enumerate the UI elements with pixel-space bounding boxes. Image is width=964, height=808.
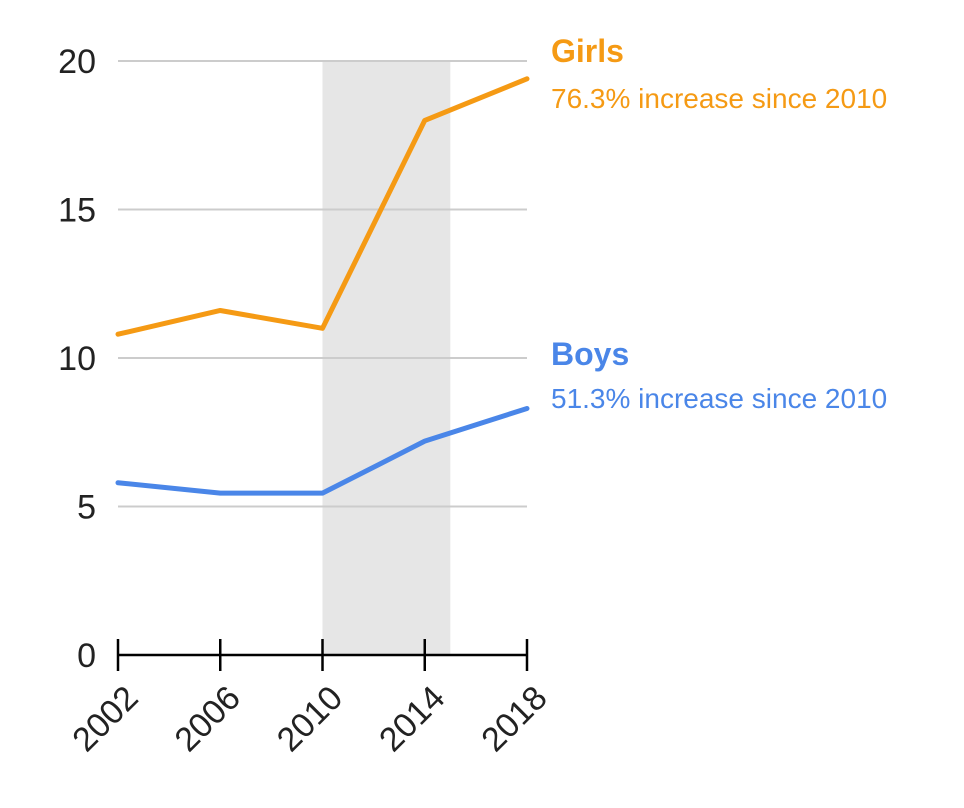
series-lines [115,76,530,496]
series-name-girls: Girls [551,33,624,69]
y-tick-label: 20 [58,43,96,81]
y-tick-label: 10 [58,340,96,378]
series-note-boys: 51.3% increase since 2010 [551,383,887,414]
series-line-boys [115,405,530,496]
gridlines [118,60,527,508]
y-tick-labels: 0 5 10 15 20 [58,43,96,675]
y-tick-label: 0 [77,637,96,675]
x-tick-label: 2018 [474,679,554,759]
x-tick-label: 2010 [270,679,350,759]
y-tick-label: 15 [58,192,96,230]
x-tick-label: 2002 [65,679,145,759]
series-note-girls: 76.3% increase since 2010 [551,83,887,114]
series-line-girls [115,76,530,337]
series-labels: Girls 76.3% increase since 2010 Boys 51.3% … [551,33,887,414]
y-tick-label: 5 [77,489,96,527]
x-tick-label: 2006 [168,679,248,759]
x-tick-label: 2014 [372,679,452,759]
x-axis [116,639,529,671]
x-tick-labels: 2002 2006 2010 2014 2018 [65,679,554,759]
series-name-boys: Boys [551,336,629,372]
